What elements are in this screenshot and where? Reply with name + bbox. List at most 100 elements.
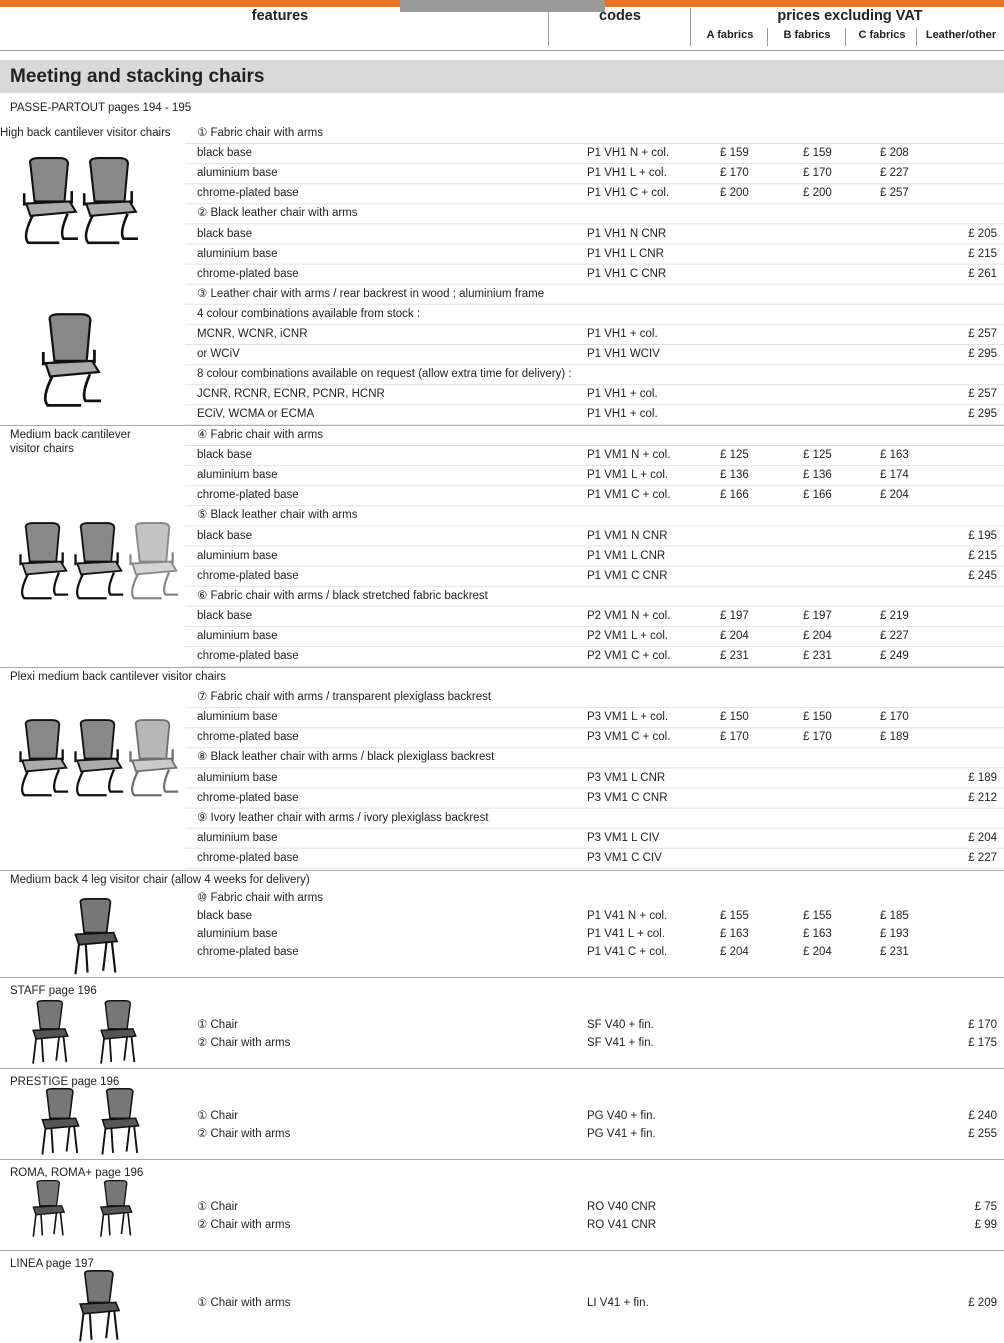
cell-code: P3 VM1 C CIV bbox=[587, 851, 662, 864]
cell-c: £ 227 bbox=[880, 167, 909, 180]
cell-code: P1 VM1 N + col. bbox=[587, 449, 671, 462]
group-label: Plexi medium back cantilever visitor cha… bbox=[10, 671, 227, 683]
cell-other: £ 215 bbox=[968, 247, 997, 260]
cell-desc: aluminium base bbox=[197, 167, 278, 180]
cell-desc: chrome-plated base bbox=[197, 489, 299, 502]
cell-a: £ 170 bbox=[720, 167, 749, 180]
product-title: ROMA, ROMA+ page 196 bbox=[10, 1167, 144, 1179]
cell-other: £ 215 bbox=[968, 549, 997, 562]
cell-c: £ 231 bbox=[880, 946, 909, 958]
cell-b: £ 163 bbox=[803, 928, 832, 940]
cell-a: £ 125 bbox=[720, 449, 749, 462]
cell-desc: aluminium base bbox=[197, 711, 278, 724]
cell-desc: aluminium base bbox=[197, 630, 278, 642]
cell-code: P1 V41 N + col. bbox=[587, 910, 668, 922]
cell-other: £ 227 bbox=[968, 851, 997, 864]
cell-other: £ 189 bbox=[968, 771, 997, 784]
cell-code: P3 VM1 L + col. bbox=[587, 711, 669, 724]
cell-a: £ 204 bbox=[720, 630, 749, 642]
cell-desc: ⑨ Ivory leather chair with arms / ivory … bbox=[197, 811, 489, 824]
cell-b: £ 200 bbox=[803, 187, 832, 200]
cell-desc: aluminium base bbox=[197, 928, 278, 940]
cell-desc: or WCiV bbox=[197, 348, 240, 361]
cell-other: £ 209 bbox=[968, 1297, 997, 1309]
cell-code: P3 VM1 L CNR bbox=[587, 771, 666, 784]
cell-b: £ 231 bbox=[803, 650, 832, 663]
cell-desc: chrome-plated base bbox=[197, 851, 299, 864]
cell-code: SF V41 + fin. bbox=[587, 1037, 654, 1049]
cell-desc: ① Chair bbox=[197, 1110, 238, 1122]
cell-b: £ 155 bbox=[803, 910, 832, 922]
cell-c: £ 174 bbox=[880, 469, 909, 482]
cell-other: £ 205 bbox=[968, 227, 997, 240]
cell-a: £ 159 bbox=[720, 147, 749, 160]
header-features: features bbox=[251, 8, 309, 24]
header-codes: codes bbox=[599, 8, 641, 24]
cell-b: £ 204 bbox=[803, 946, 832, 958]
cell-other: £ 195 bbox=[968, 529, 997, 542]
cell-desc: 4 colour combinations available from sto… bbox=[197, 307, 421, 320]
cell-code: LI V41 + fin. bbox=[587, 1297, 649, 1309]
series-title: PASSE-PARTOUT pages 194 - 195 bbox=[10, 102, 192, 114]
cell-desc: black base bbox=[197, 147, 252, 160]
cell-desc: 8 colour combinations available on reque… bbox=[197, 368, 572, 381]
cell-other: £ 257 bbox=[968, 328, 997, 340]
cell-desc: ECiV, WCMA or ECMA bbox=[197, 408, 315, 421]
cell-c: £ 193 bbox=[880, 928, 909, 940]
cell-desc: MCNR, WCNR, iCNR bbox=[197, 328, 308, 340]
cell-code: RO V41 CNR bbox=[587, 1219, 657, 1231]
cell-b: £ 170 bbox=[803, 167, 832, 180]
cell-code: P3 VM1 C + col. bbox=[587, 731, 671, 744]
cell-code: P1 VM1 L CNR bbox=[587, 549, 666, 562]
cell-a: £ 170 bbox=[720, 731, 749, 744]
header-a: A fabrics bbox=[706, 29, 754, 41]
cell-desc: ⑩ Fabric chair with arms bbox=[197, 892, 323, 904]
cell-code: P1 VH1 N + col. bbox=[587, 147, 670, 160]
cell-a: £ 150 bbox=[720, 711, 749, 724]
cell-c: £ 257 bbox=[880, 187, 909, 200]
cell-desc: black base bbox=[197, 227, 252, 240]
header-b: B fabrics bbox=[783, 29, 831, 41]
cell-code: P3 VM1 C CNR bbox=[587, 791, 668, 804]
cell-a: £ 155 bbox=[720, 910, 749, 922]
cell-desc: chrome-plated base bbox=[197, 946, 299, 958]
cell-c: £ 227 bbox=[880, 630, 909, 642]
cell-code: P1 VH1 WCIV bbox=[587, 348, 660, 361]
product-title: PRESTIGE page 196 bbox=[10, 1076, 120, 1088]
header-prices: prices excluding VAT bbox=[777, 8, 923, 24]
cell-c: £ 185 bbox=[880, 910, 909, 922]
header-c: C fabrics bbox=[858, 29, 906, 41]
cell-code: P1 V41 C + col. bbox=[587, 946, 668, 958]
cell-desc: chrome-plated base bbox=[197, 569, 299, 582]
cell-other: £ 255 bbox=[968, 1128, 997, 1140]
cell-code: P1 VH1 + col. bbox=[587, 408, 658, 421]
cell-other: £ 75 bbox=[974, 1201, 997, 1213]
cell-other: £ 257 bbox=[968, 388, 997, 401]
cell-b: £ 197 bbox=[803, 609, 832, 622]
cell-a: £ 136 bbox=[720, 469, 749, 482]
cell-desc: black base bbox=[197, 910, 252, 922]
cell-desc: chrome-plated base bbox=[197, 791, 299, 804]
cell-code: SF V40 + fin. bbox=[587, 1019, 654, 1031]
cell-desc: chrome-plated base bbox=[197, 731, 299, 744]
cell-desc: aluminium base bbox=[197, 247, 278, 260]
cell-desc: ⑥ Fabric chair with arms / black stretch… bbox=[197, 589, 488, 602]
cell-code: P1 VH1 C CNR bbox=[587, 267, 667, 280]
cell-c: £ 189 bbox=[880, 731, 909, 744]
cell-code: P1 VM1 N CNR bbox=[587, 529, 668, 542]
cell-code: P1 VM1 C + col. bbox=[587, 489, 671, 502]
cell-desc: ④ Fabric chair with arms bbox=[197, 429, 323, 441]
cell-desc: ⑤ Black leather chair with arms bbox=[197, 509, 358, 522]
cell-code: P3 VM1 L CIV bbox=[587, 831, 660, 844]
cell-desc: black base bbox=[197, 529, 252, 542]
cell-code: P1 VM1 C CNR bbox=[587, 569, 668, 582]
cell-other: £ 240 bbox=[968, 1110, 997, 1122]
cell-desc: JCNR, RCNR, ECNR, PCNR, HCNR bbox=[197, 388, 385, 401]
cell-other: £ 204 bbox=[968, 831, 997, 844]
cell-desc: chrome-plated base bbox=[197, 267, 299, 280]
cell-code: P1 VH1 L CNR bbox=[587, 247, 664, 260]
cell-code: P1 VH1 L + col. bbox=[587, 167, 667, 180]
cell-a: £ 163 bbox=[720, 928, 749, 940]
cell-b: £ 159 bbox=[803, 147, 832, 160]
